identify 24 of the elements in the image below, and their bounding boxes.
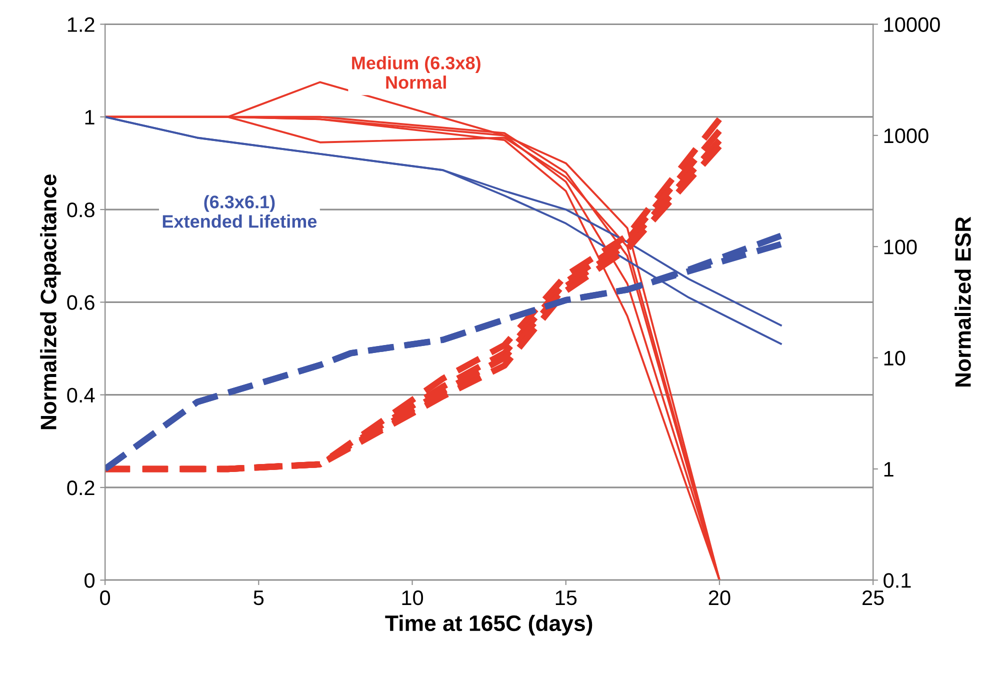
x-tick-label: 20 [708, 590, 730, 606]
y-tick-label: 0.8 [67, 202, 94, 218]
y2-tick-label: 10000 [884, 17, 940, 32]
y2-axis-title: Normalized ESR [954, 216, 971, 387]
x-tick-label: 25 [862, 590, 884, 606]
y2-tick-label: 10 [884, 350, 906, 366]
y2-tick-label: 1 [884, 462, 894, 476]
y-tick-label: 1.2 [68, 17, 94, 32]
y-axis-title: Normalized Capacitance [40, 174, 61, 430]
x-tick-label: 0 [100, 590, 110, 606]
annotation: (6.3x6.1) Extended Lifetime [162, 195, 317, 228]
y-tick-label: 0.2 [67, 480, 94, 496]
x-tick-label: 15 [556, 590, 577, 606]
annotation: Medium (6.3x8) Normal [352, 56, 480, 89]
y-tick-label: 0.6 [67, 295, 94, 310]
y-tick-label: 1 [85, 110, 94, 124]
y2-tick-label: 100 [884, 240, 917, 254]
x-tick-label: 10 [402, 590, 424, 606]
y-tick-label: 0.4 [67, 388, 95, 403]
y-tick-label: 0 [84, 573, 95, 588]
y2-tick-label: 1000 [884, 128, 928, 144]
x-axis-title: Time at 165C (days) [385, 614, 592, 636]
x-tick-label: 5 [254, 590, 264, 606]
y2-tick-label: 0.1 [884, 573, 911, 588]
